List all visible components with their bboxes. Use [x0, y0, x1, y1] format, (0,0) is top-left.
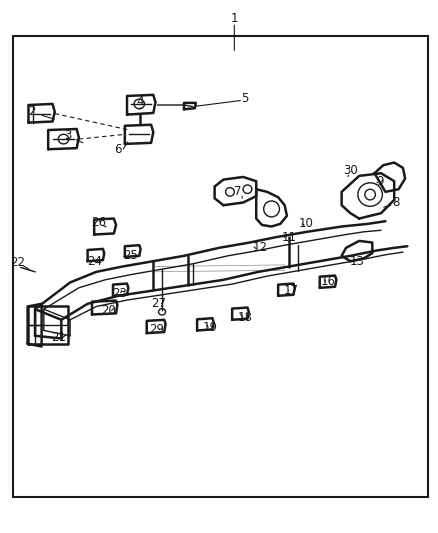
Text: 13: 13	[350, 255, 364, 268]
Text: 6: 6	[113, 143, 121, 156]
Text: 21: 21	[51, 331, 66, 344]
Text: 25: 25	[123, 249, 138, 262]
Text: 20: 20	[101, 304, 116, 317]
Text: 2: 2	[28, 106, 35, 118]
Text: 18: 18	[238, 311, 253, 324]
Text: 10: 10	[299, 217, 314, 230]
Text: 30: 30	[343, 164, 358, 177]
Text: 8: 8	[393, 196, 400, 209]
Text: 4: 4	[136, 95, 144, 108]
Text: 29: 29	[149, 323, 164, 336]
Text: 11: 11	[282, 231, 297, 244]
Text: 3: 3	[64, 130, 71, 142]
Text: 19: 19	[203, 321, 218, 334]
Text: 16: 16	[321, 275, 336, 288]
Text: 12: 12	[253, 241, 268, 254]
Text: 26: 26	[91, 216, 106, 229]
Text: 5: 5	[242, 92, 249, 105]
Text: 9: 9	[376, 175, 384, 188]
Text: 24: 24	[87, 255, 102, 268]
Text: 7: 7	[233, 185, 241, 198]
Text: 17: 17	[284, 284, 299, 297]
Text: 27: 27	[151, 297, 166, 310]
Bar	[13, 36, 428, 497]
Text: 23: 23	[112, 287, 127, 300]
Text: 1: 1	[230, 12, 238, 25]
Text: 22: 22	[10, 256, 25, 269]
